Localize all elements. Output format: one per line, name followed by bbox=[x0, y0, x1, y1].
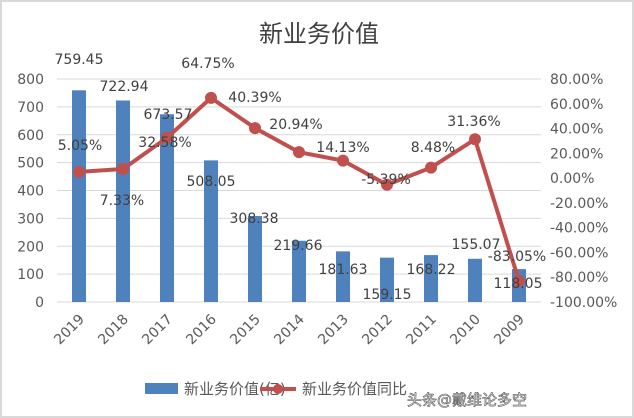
bar-data-label: 155.07 bbox=[452, 237, 501, 253]
bar bbox=[116, 100, 130, 303]
y-left-tick-label: 700 bbox=[17, 100, 44, 116]
bar bbox=[380, 257, 394, 302]
y-left-tick-label: 600 bbox=[17, 128, 44, 144]
y-right-tick-label: -20.00% bbox=[550, 196, 608, 212]
bar bbox=[72, 90, 86, 302]
x-tick-label: 2010 bbox=[447, 312, 484, 349]
bar-data-label: 159.15 bbox=[363, 287, 412, 303]
y-left-tick-label: 100 bbox=[17, 267, 44, 283]
bar-data-label: 219.66 bbox=[274, 238, 323, 254]
line-marker bbox=[381, 178, 393, 191]
line-data-label: -5.39% bbox=[361, 172, 411, 188]
line-marker bbox=[469, 133, 481, 146]
y-right-tick-label: -100.00% bbox=[550, 295, 617, 311]
legend-bar-swatch bbox=[145, 383, 178, 394]
bar bbox=[468, 258, 482, 302]
y-left-tick-label: 500 bbox=[17, 156, 44, 172]
bar-data-label: 722.94 bbox=[100, 79, 149, 95]
bar bbox=[160, 114, 174, 302]
line-data-label: 40.39% bbox=[228, 90, 281, 106]
y-left-tick-label: 200 bbox=[17, 239, 44, 255]
legend-line-marker bbox=[273, 384, 283, 394]
x-tick-label: 2018 bbox=[95, 312, 132, 349]
line-marker bbox=[293, 146, 305, 159]
bar-data-label: 759.45 bbox=[55, 52, 104, 68]
bar bbox=[336, 251, 350, 302]
x-tick-label: 2009 bbox=[491, 312, 528, 349]
y-right-tick-label: 20.00% bbox=[550, 146, 603, 162]
line-data-label: 20.94% bbox=[269, 117, 322, 133]
x-tick-label: 2013 bbox=[315, 312, 352, 349]
line-marker bbox=[513, 275, 525, 288]
y-left-tick-label: 400 bbox=[17, 184, 44, 200]
bar-data-label: 673.57 bbox=[144, 107, 193, 123]
line-marker bbox=[249, 122, 261, 135]
line-data-label: -83.05% bbox=[488, 249, 546, 265]
line-data-label: 32.58% bbox=[138, 135, 191, 151]
line-marker bbox=[73, 165, 85, 178]
line-marker bbox=[337, 154, 349, 167]
x-tick-label: 2014 bbox=[271, 311, 308, 348]
watermark: 头条@戴维论多空 bbox=[407, 391, 527, 409]
line-marker bbox=[117, 163, 129, 176]
x-tick-label: 2015 bbox=[227, 312, 264, 349]
legend-line-label: 新业务价值同比 bbox=[302, 380, 407, 398]
y-right-tick-label: 60.00% bbox=[550, 97, 603, 113]
bar-data-label: 118.05 bbox=[494, 276, 543, 292]
x-tick-label: 2017 bbox=[139, 312, 176, 349]
x-tick-label: 2016 bbox=[183, 311, 220, 348]
x-tick-label: 2019 bbox=[51, 312, 88, 349]
line-data-label: 8.48% bbox=[411, 140, 455, 156]
legend: 新业务价值(亿) 新业务价值同比 bbox=[145, 380, 407, 398]
line-data-label: 5.05% bbox=[58, 138, 102, 154]
line-marker bbox=[205, 91, 217, 104]
y-left-tick-label: 0 bbox=[35, 295, 44, 311]
x-tick-label: 2012 bbox=[359, 312, 396, 349]
bar-data-label: 308.38 bbox=[230, 211, 279, 227]
y-right-tick-label: 0.00% bbox=[550, 171, 594, 187]
x-tick-label: 2011 bbox=[403, 312, 440, 349]
legend-bar-label: 新业务价值(亿) bbox=[184, 380, 286, 398]
bar-data-label: 181.63 bbox=[319, 262, 368, 278]
line-marker bbox=[161, 131, 173, 144]
bar-data-label: 508.05 bbox=[187, 174, 236, 190]
bar bbox=[204, 160, 218, 302]
y-right-tick-label: -60.00% bbox=[550, 245, 608, 261]
line-data-label: 7.33% bbox=[100, 193, 144, 209]
bar bbox=[424, 255, 438, 302]
y-right-tick-label: -40.00% bbox=[550, 221, 608, 237]
line-data-label: 64.75% bbox=[181, 56, 234, 72]
line-marker bbox=[425, 161, 437, 174]
y-left-tick-label: 800 bbox=[17, 72, 44, 88]
y-right-tick-label: 80.00% bbox=[550, 72, 603, 88]
bar bbox=[292, 240, 306, 302]
line-data-label: 31.36% bbox=[447, 114, 500, 130]
y-right-tick-label: 40.00% bbox=[550, 122, 603, 138]
bar bbox=[248, 216, 262, 302]
y-right-tick-label: -80.00% bbox=[550, 270, 608, 286]
line-data-label: 14.13% bbox=[316, 140, 369, 156]
y-left-tick-label: 300 bbox=[17, 211, 44, 227]
chart-title: 新业务价值 bbox=[259, 20, 379, 48]
bar-data-label: 168.22 bbox=[407, 262, 456, 278]
